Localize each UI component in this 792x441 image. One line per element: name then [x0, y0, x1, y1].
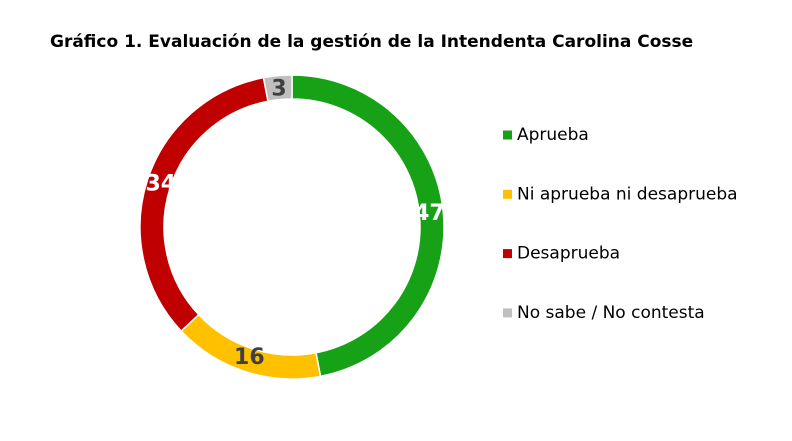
legend-text: Ni aprueba ni desaprueba — [517, 184, 738, 204]
legend-text: Desaprueba — [517, 244, 620, 264]
legend-text: No sabe / No contesta — [517, 303, 705, 323]
donut-segment — [139, 76, 269, 333]
value-label: 3 — [271, 77, 286, 102]
value-label: 16 — [234, 345, 265, 370]
legend-text: Aprueba — [517, 125, 589, 145]
value-label: 34 — [145, 171, 176, 196]
chart-title: Gráfico 1. Evaluación de la gestión de l… — [50, 32, 693, 52]
legend-swatch — [503, 130, 512, 140]
legend-swatch — [503, 249, 512, 259]
legend-swatch — [503, 308, 512, 318]
value-label: 47 — [414, 201, 445, 226]
donut-segment — [262, 74, 293, 103]
legend-swatch — [503, 189, 512, 199]
